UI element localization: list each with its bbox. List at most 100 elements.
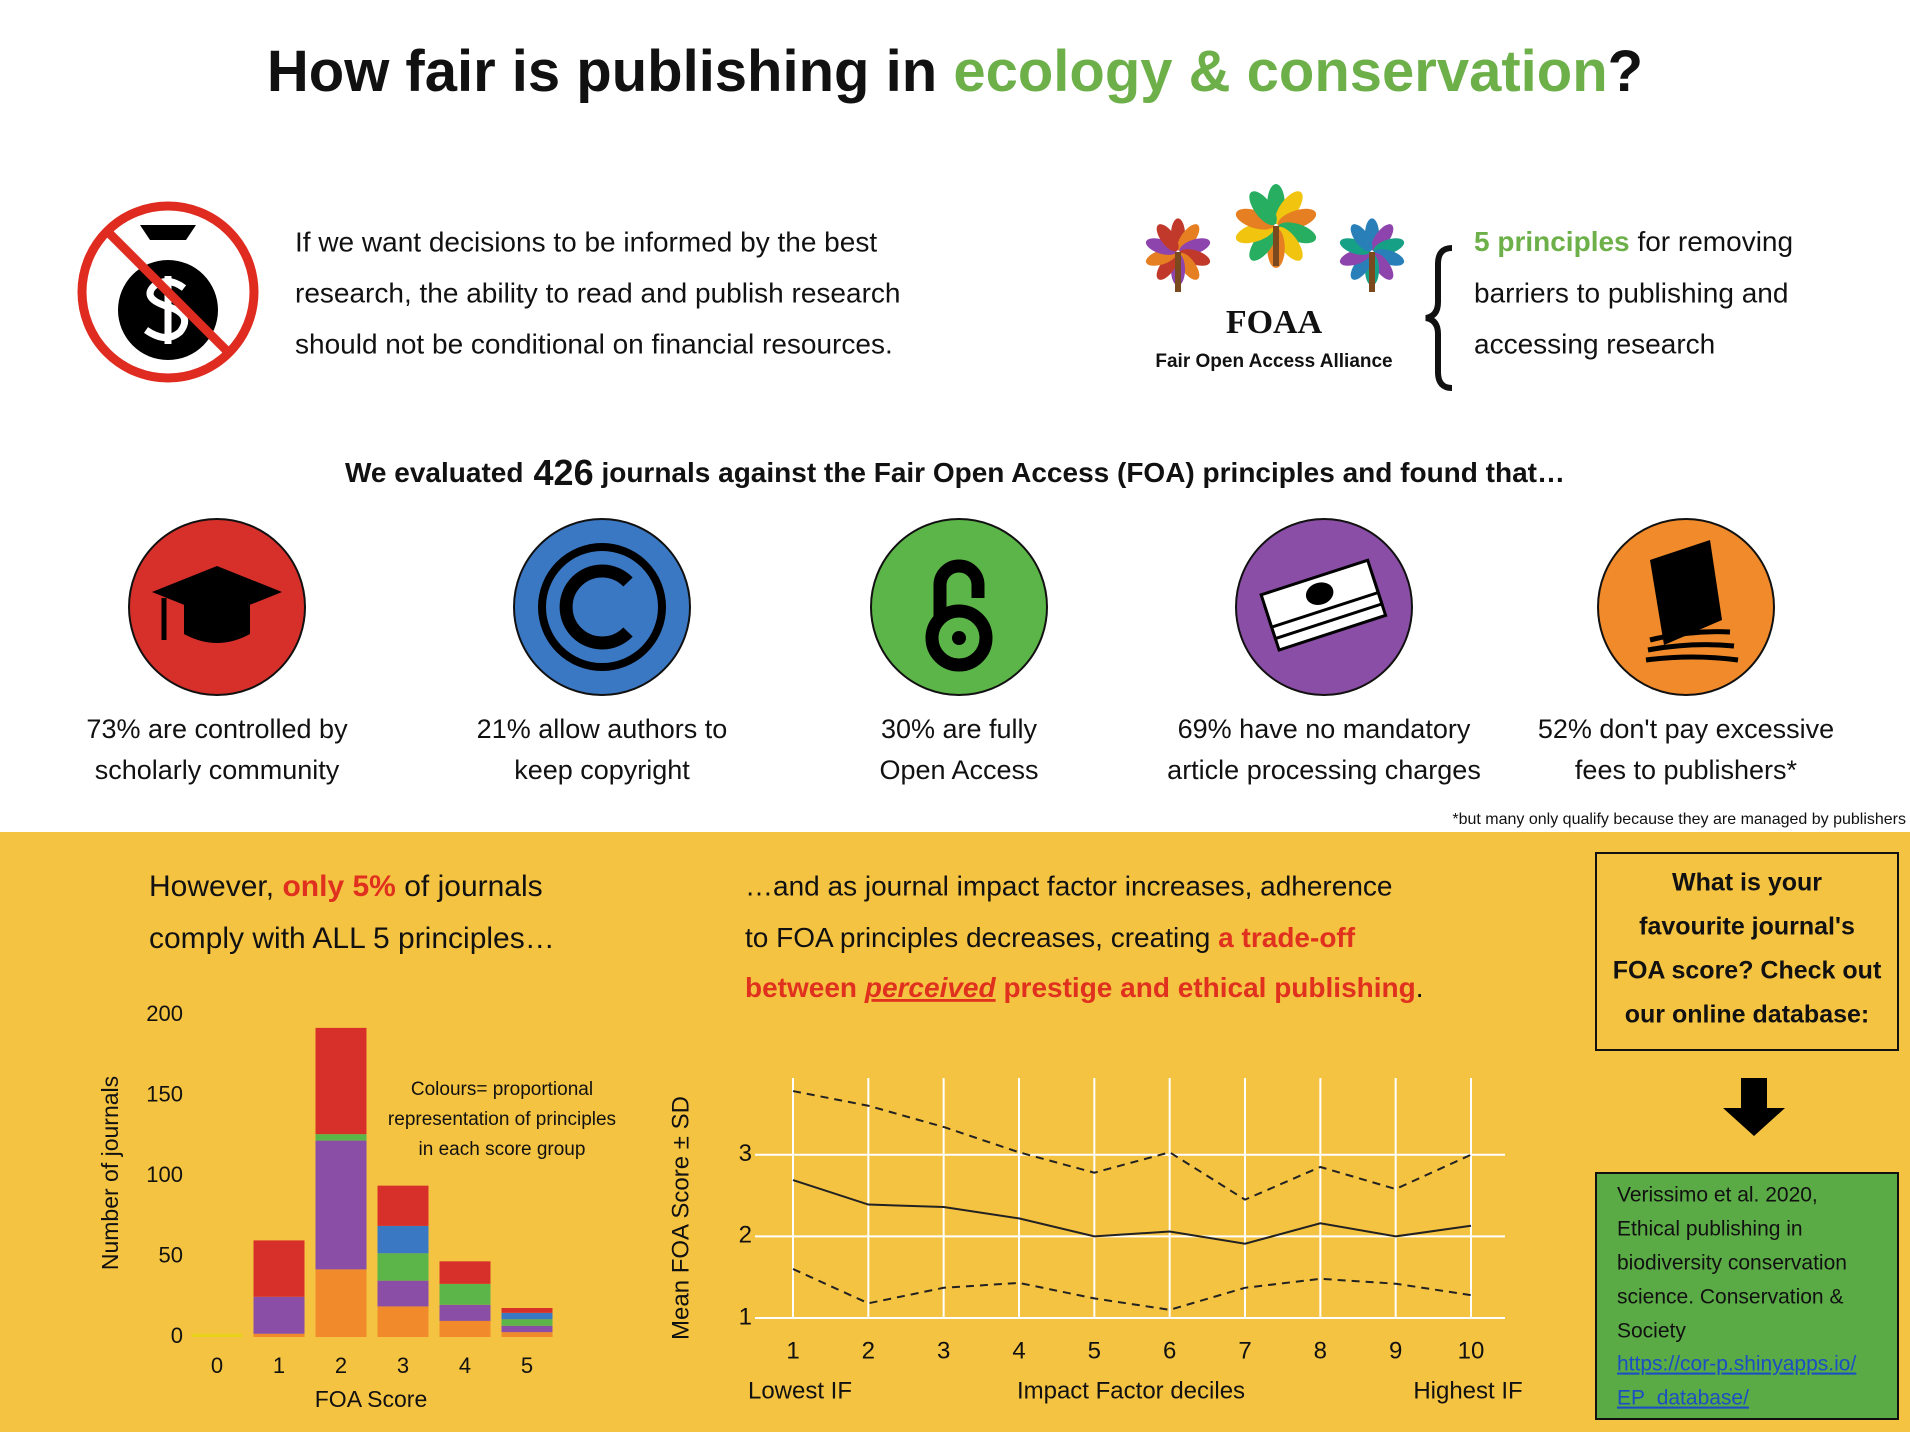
y-tick-label: 150 <box>146 1081 183 1106</box>
evaluation-part: We evaluated <box>345 457 523 488</box>
bar-segment <box>253 1333 305 1337</box>
y-tick-label: 1 <box>739 1303 752 1330</box>
x-tick-label: 3 <box>397 1353 409 1378</box>
database-link[interactable]: EP_database/ <box>1617 1387 1749 1410</box>
finding-text: 73% are controlled by <box>86 714 348 744</box>
petal <box>1350 252 1373 280</box>
bar-segment <box>191 1333 243 1337</box>
petal <box>1177 224 1200 252</box>
database-link[interactable]: https://cor-p.shinyapps.io/ <box>1617 1353 1856 1376</box>
trade-off-line-part: perceived <box>864 972 997 1003</box>
compliance-line-part: only 5% <box>282 870 395 903</box>
intro-line: If we want decisions to be informed by t… <box>295 226 877 257</box>
finding-text: 21% allow authors to <box>477 714 728 744</box>
bar-segment <box>439 1283 491 1305</box>
citation-box <box>1595 1172 1899 1420</box>
database-question: FOA score? Check out <box>1613 957 1882 985</box>
title-part: ? <box>1608 39 1643 104</box>
trade-off-line: …and as journal impact factor increases,… <box>745 870 1392 901</box>
bar-segment <box>315 1269 367 1337</box>
trade-off-line-part: to FOA principles decreases, creating <box>745 922 1210 953</box>
x-tick-label: 2 <box>335 1353 347 1378</box>
citation-line: science. Conservation & <box>1617 1286 1843 1309</box>
petal <box>1249 226 1277 261</box>
database-question: our online database: <box>1625 1001 1869 1029</box>
y-tick-label: 50 <box>159 1242 183 1267</box>
x-tick-label: 7 <box>1238 1337 1251 1364</box>
finding-text: scholarly community <box>95 755 340 785</box>
bar-segment <box>439 1261 491 1284</box>
evaluation: We evaluated 426 journals against the Fair… <box>345 452 1565 493</box>
x-end-label: Highest IF <box>1413 1377 1522 1404</box>
trunk <box>1273 226 1279 266</box>
principles-line: barriers to publishing and <box>1474 277 1788 308</box>
finding-text: article processing charges <box>1167 755 1481 785</box>
x-axis-label: FOA Score <box>315 1386 427 1412</box>
petal <box>1156 252 1179 280</box>
bar-segment <box>377 1253 429 1281</box>
trade-off-line-part: . <box>1416 972 1424 1003</box>
x-tick-label: 2 <box>862 1337 875 1364</box>
bar-segment <box>315 1134 367 1141</box>
petal <box>1156 224 1179 252</box>
petal <box>1249 191 1277 226</box>
petal <box>1350 224 1373 252</box>
foaa-subtitle: Fair Open Access Alliance <box>1155 351 1392 372</box>
bar-segment <box>377 1280 429 1307</box>
bar-segment <box>501 1332 553 1337</box>
y-tick-label: 3 <box>739 1140 752 1167</box>
x-tick-label: 4 <box>1012 1337 1025 1364</box>
principles-line: accessing research <box>1474 328 1715 359</box>
bar-segment <box>501 1312 553 1320</box>
x-tick-label: 6 <box>1163 1337 1176 1364</box>
bar-segment <box>253 1240 305 1297</box>
y-axis-label: Number of journals <box>97 1076 123 1270</box>
citation-line: biodiversity conservation <box>1617 1252 1847 1275</box>
trade-off-line: to FOA principles decreases, creating a t… <box>745 922 1356 953</box>
trunk <box>1369 252 1375 292</box>
trade-off-line: between perceived prestige and ethical pub… <box>745 972 1424 1003</box>
database-question: favourite journal's <box>1639 913 1855 941</box>
annotation: representation of principles <box>388 1109 616 1130</box>
foaa-logo <box>1145 184 1405 292</box>
citation-line: Verissimo et al. 2020, <box>1617 1184 1818 1207</box>
principles-line: 5 principles for removing <box>1474 226 1793 257</box>
bar-segment <box>315 1027 367 1135</box>
principles-line-part: 5 principles <box>1474 226 1630 257</box>
top-background <box>0 0 1910 832</box>
x-tick-label: 5 <box>521 1353 533 1378</box>
bar-segment <box>501 1325 553 1333</box>
brace <box>1425 245 1453 391</box>
annotation: Colours= proportional <box>411 1079 593 1100</box>
evaluation-part: journals against the Fair Open Access (F… <box>600 457 1565 488</box>
foaa-name: FOAA <box>1226 304 1323 341</box>
bar-segment <box>253 1296 305 1334</box>
arrow <box>1723 1078 1785 1136</box>
compliance-line: However, only 5% of journals <box>149 870 543 903</box>
citation-line: Society <box>1617 1320 1686 1343</box>
bar-segment <box>501 1308 553 1313</box>
compliance-line-part: of journals <box>404 870 542 903</box>
x-tick-label: 1 <box>273 1353 285 1378</box>
citation-line: Ethical publishing in <box>1617 1218 1803 1241</box>
bar-segment <box>377 1225 429 1254</box>
finding-text: 52% don't pay excessive <box>1538 714 1834 744</box>
x-tick-label: 8 <box>1314 1337 1327 1364</box>
title-part: ecology & conservation <box>953 39 1607 104</box>
finding-text: 30% are fully <box>881 714 1038 744</box>
y-tick-label: 200 <box>146 1001 183 1026</box>
y-axis-label: Mean FOA Score ± SD <box>667 1096 694 1340</box>
x-tick-label: 9 <box>1389 1337 1402 1364</box>
x-axis-label: Impact Factor deciles <box>1017 1377 1245 1404</box>
x-tick-label: 0 <box>211 1353 223 1378</box>
bar-segment <box>315 1140 367 1270</box>
compliance-line: comply with ALL 5 principles… <box>149 922 555 955</box>
x-tick-label: 3 <box>937 1337 950 1364</box>
intro-line: research, the ability to read and publis… <box>295 277 900 308</box>
evaluation-part: 426 <box>534 452 594 493</box>
x-tick-label: 4 <box>459 1353 471 1378</box>
trade-off-line-part: a trade-off <box>1218 922 1356 953</box>
bar-segment <box>377 1306 429 1337</box>
y-tick-label: 0 <box>171 1323 183 1348</box>
